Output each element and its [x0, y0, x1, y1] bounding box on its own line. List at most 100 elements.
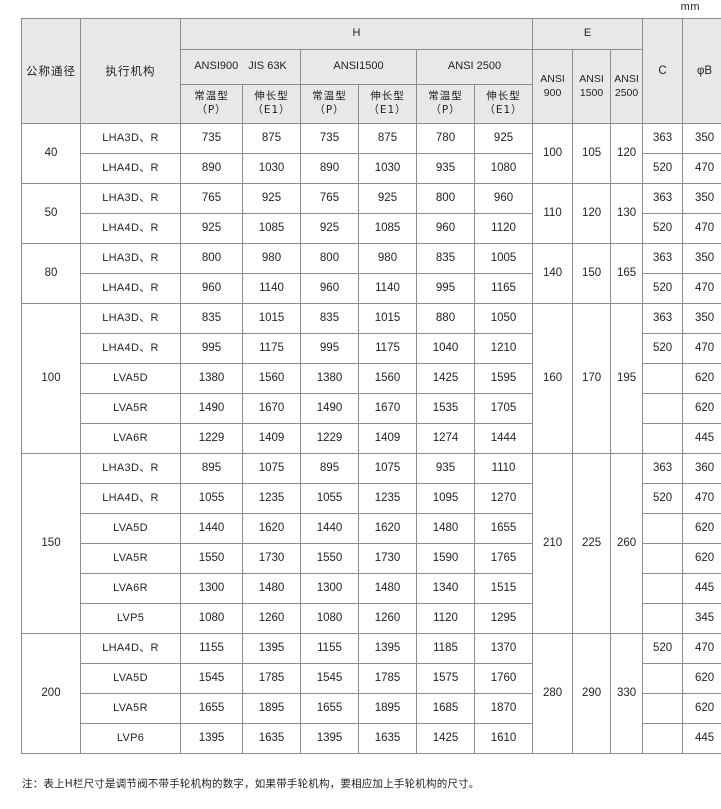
cell-h-6: 1515	[473, 573, 534, 604]
cell-h-4: 1175	[358, 333, 417, 364]
cell-h-1: 960	[180, 273, 243, 304]
cell-h-3: 1300	[300, 573, 359, 604]
cell-phi-b: 445	[682, 423, 721, 454]
cell-c	[642, 543, 684, 574]
table-row: LVP6 1395 1635 1395 1635 1425 1610 445	[22, 723, 721, 754]
cell-actuator: LVA6R	[80, 423, 181, 454]
cell-h-4: 1140	[358, 273, 417, 304]
cell-actuator: LHA4D、R	[80, 273, 181, 304]
cell-h-2: 1785	[242, 663, 301, 694]
cell-h-6: 1765	[473, 543, 534, 574]
cell-phi-b: 620	[682, 513, 721, 544]
cell-h-2: 1260	[242, 603, 301, 634]
cell-actuator: LHA3D、R	[80, 453, 181, 484]
header-h-sub-1-line1: 常温型	[194, 90, 229, 103]
cell-h-6: 1005	[473, 243, 534, 274]
cell-h-1: 765	[180, 183, 243, 214]
cell-h-5: 995	[416, 273, 475, 304]
cell-h-2: 1175	[242, 333, 301, 364]
cell-h-2: 1620	[242, 513, 301, 544]
cell-e-1: 160	[532, 303, 574, 454]
cell-actuator: LVP5	[80, 603, 181, 634]
table-footnote: 注：表上H栏尺寸是调节阀不带手轮机构的数字，如果带手轮机构，要相应加上手轮机构的…	[22, 778, 480, 790]
header-actuator: 执行机构	[80, 18, 181, 124]
cell-phi-b: 350	[682, 243, 721, 274]
table-row: LHA4D、R 995 1175 995 1175 1040 1210 520 470	[22, 333, 721, 364]
cell-actuator: LVA5D	[80, 363, 181, 394]
cell-h-1: 1490	[180, 393, 243, 424]
cell-actuator: LVA5R	[80, 693, 181, 724]
cell-h-5: 780	[416, 123, 475, 154]
cell-e-1: 100	[532, 123, 574, 184]
cell-h-4: 1030	[358, 153, 417, 184]
cell-h-2: 875	[242, 123, 301, 154]
cell-h-3: 1055	[300, 483, 359, 514]
header-c: C	[642, 18, 684, 124]
cell-h-3: 1545	[300, 663, 359, 694]
cell-h-4: 1785	[358, 663, 417, 694]
cell-h-1: 1055	[180, 483, 243, 514]
cell-c	[642, 723, 684, 754]
cell-h-6: 1120	[473, 213, 534, 244]
cell-e-2: 105	[572, 123, 612, 184]
header-e-ansi900: ANSI 900	[532, 49, 574, 124]
cell-e-3: 330	[610, 633, 644, 754]
cell-e-3: 120	[610, 123, 644, 184]
cell-h-5: 935	[416, 153, 475, 184]
cell-phi-b: 470	[682, 633, 721, 664]
cell-h-2: 1075	[242, 453, 301, 484]
table-row: 150 LHA3D、R 895 1075 895 1075 935 1110 210 225 260…	[21, 453, 721, 634]
cell-h-1: 895	[180, 453, 243, 484]
cell-actuator: LVA5D	[80, 513, 181, 544]
header-row-2: ANSI900 JIS 63K ANSI1500 ANSI 2500 ANSI 9…	[22, 49, 721, 124]
header-group-e: E	[532, 18, 644, 50]
cell-h-6: 1370	[473, 633, 534, 664]
cell-h-6: 1210	[473, 333, 534, 364]
cell-h-5: 800	[416, 183, 475, 214]
table-row: 100 LHA3D、R 835 1015 835 1015 880 1050 160 170 195…	[21, 303, 721, 454]
cell-h-2: 1635	[242, 723, 301, 754]
cell-e-1: 210	[532, 453, 574, 634]
cell-e-2: 170	[572, 303, 612, 454]
cell-phi-b: 345	[682, 603, 721, 634]
cell-c	[642, 393, 684, 424]
cell-h-3: 1490	[300, 393, 359, 424]
header-h-group-ansi900-jis63k: ANSI900 JIS 63K	[180, 49, 301, 85]
cell-h-6: 1444	[473, 423, 534, 454]
unit-label: mm	[680, 1, 700, 13]
cell-h-4: 1560	[358, 363, 417, 394]
header-h-sub-4: 伸长型 （E1）	[358, 84, 417, 124]
cell-h-2: 1015	[242, 303, 301, 334]
cell-actuator: LVA6R	[80, 573, 181, 604]
cell-h-1: 890	[180, 153, 243, 184]
cell-h-5: 1095	[416, 483, 475, 514]
header-row-3: 常温型 （P） 伸长型 （E1） 常温型 （P） 伸长型 （E1） 常温型	[22, 84, 721, 124]
cell-h-1: 1155	[180, 633, 243, 664]
cell-actuator: LHA4D、R	[80, 213, 181, 244]
header-h-sub-4-line2: （E1）	[368, 104, 407, 116]
cell-phi-b: 620	[682, 693, 721, 724]
header-h-sub-2-line2: （E1）	[252, 104, 291, 116]
cell-h-1: 1380	[180, 363, 243, 394]
cell-h-4: 1085	[358, 213, 417, 244]
cell-c	[642, 363, 684, 394]
header-row-1: 公称通径 执行机构 H E C φB	[21, 18, 721, 124]
cell-h-5: 1040	[416, 333, 475, 364]
cell-h-1: 1550	[180, 543, 243, 574]
cell-h-4: 1670	[358, 393, 417, 424]
cell-phi-b: 620	[682, 543, 721, 574]
cell-h-4: 1730	[358, 543, 417, 574]
header-h-sub-4-line1: 伸长型	[370, 90, 405, 103]
cell-h-6: 1295	[473, 603, 534, 634]
cell-h-5: 1480	[416, 513, 475, 544]
cell-h-6: 1760	[473, 663, 534, 694]
header-h-sub-6-line2: （E1）	[484, 104, 523, 116]
cell-phi-b: 470	[682, 333, 721, 364]
cell-c: 363	[642, 453, 684, 484]
cell-actuator: LHA4D、R	[80, 333, 181, 364]
cell-phi-b: 445	[682, 723, 721, 754]
cell-h-3: 925	[300, 213, 359, 244]
cell-c: 520	[642, 633, 684, 664]
cell-h-6: 1110	[473, 453, 534, 484]
